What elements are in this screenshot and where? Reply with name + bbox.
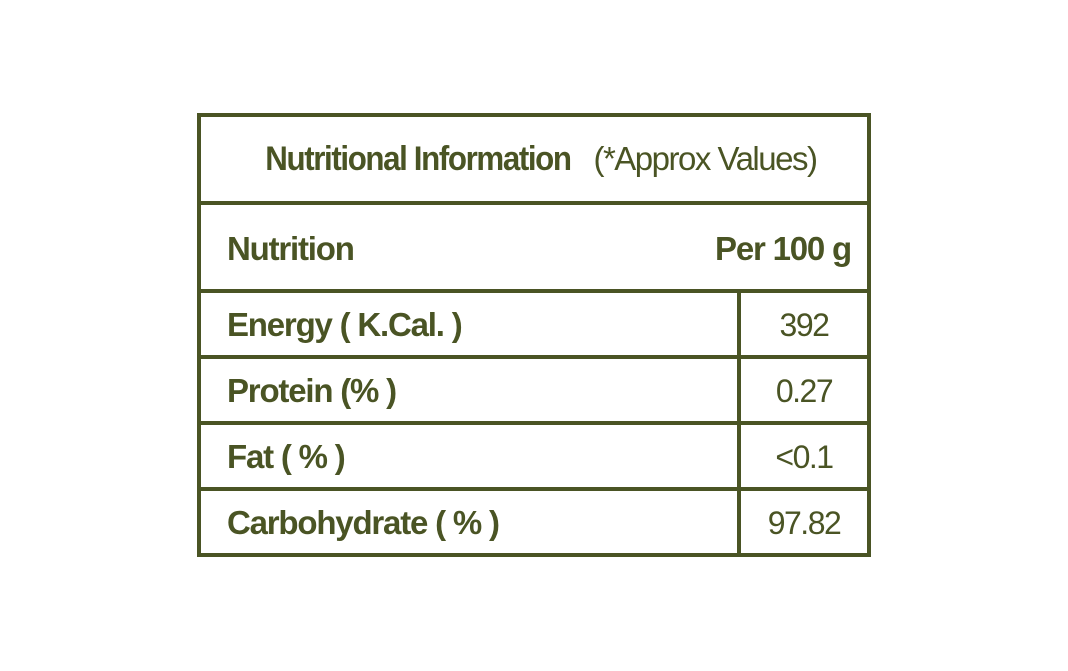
nutrient-value: <0.1 [737, 425, 867, 487]
table-header-row: Nutrition Per 100 g [201, 205, 867, 293]
nutrient-value: 0.27 [737, 359, 867, 421]
table-title-row: Nutritional Information (*Approx Values) [201, 117, 867, 205]
nutrient-name: Energy ( K.Cal. ) [227, 306, 463, 343]
header-per-100g: Per 100 g [715, 230, 852, 267]
table-row: Protein (% ) 0.27 [201, 359, 867, 425]
table-title: Nutritional Information [264, 139, 572, 178]
table-row: Fat ( % ) <0.1 [201, 425, 867, 491]
table-row: Energy ( K.Cal. ) 392 [201, 293, 867, 359]
nutrient-value: 392 [737, 293, 867, 355]
nutrient-name: Protein (% ) [227, 372, 397, 409]
table-title-note: (*Approx Values) [593, 140, 818, 177]
nutrient-value: 97.82 [737, 491, 867, 557]
nutrition-table: Nutritional Information (*Approx Values)… [197, 113, 871, 557]
nutrient-name: Fat ( % ) [227, 438, 346, 475]
nutrient-name: Carbohydrate ( % ) [227, 504, 500, 541]
header-nutrition: Nutrition [227, 230, 355, 267]
table-row: Carbohydrate ( % ) 97.82 [201, 491, 867, 557]
